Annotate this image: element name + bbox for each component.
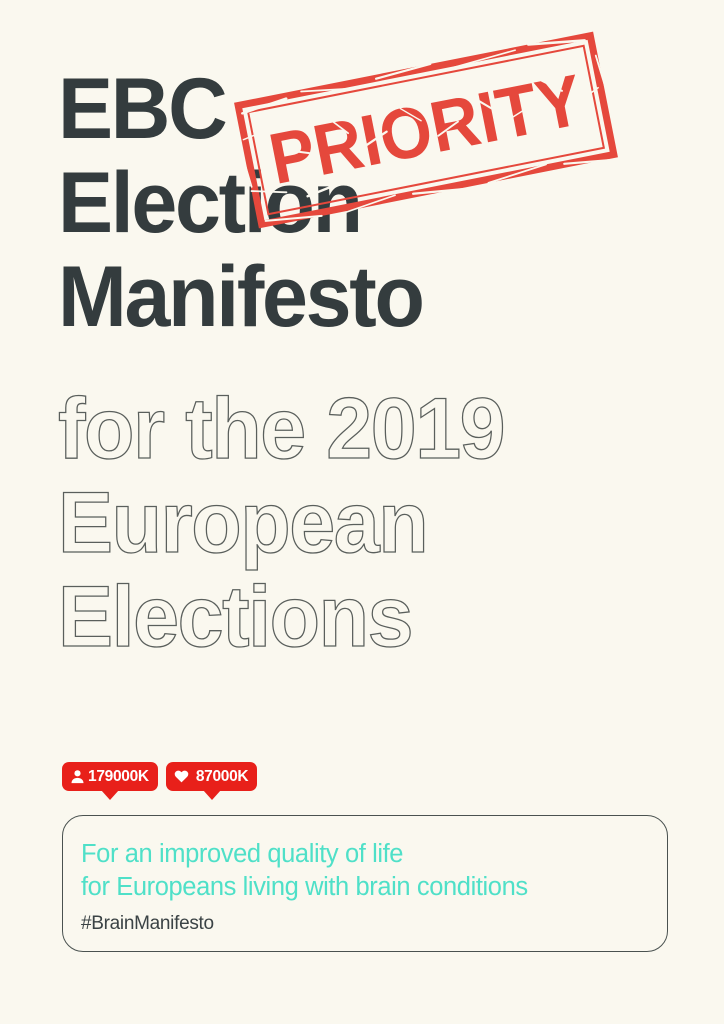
subtitle-line-european: European <box>57 475 429 571</box>
badge-tail <box>100 790 119 800</box>
title-line-ebc: EBC <box>58 61 228 157</box>
tagline-line-2: for Europeans living with brain conditio… <box>81 873 528 901</box>
badge-tail <box>202 790 221 800</box>
subtitle-outline: for the 2019 European Elections <box>57 381 718 665</box>
subtitle-line-elections: Elections <box>57 569 414 665</box>
heart-icon <box>173 768 190 785</box>
title-line-manifesto: Manifesto <box>58 249 425 345</box>
likes-count: 87000K <box>195 767 249 785</box>
social-badges: 179000K 87000K <box>62 762 258 800</box>
likes-badge[interactable]: 87000K <box>165 762 258 800</box>
subtitle-line-for-the-2019: for the 2019 <box>57 381 506 477</box>
tagline-line-1: For an improved quality of life <box>81 840 404 868</box>
followers-badge[interactable]: 179000K <box>62 762 158 800</box>
title-line-election: Election <box>58 155 363 251</box>
tagline-box: For an improved quality of life for Euro… <box>62 815 668 952</box>
main-title: EBC Election Manifesto <box>58 62 698 344</box>
person-icon <box>69 768 86 785</box>
followers-count: 179000K <box>88 767 149 785</box>
hashtag: #BrainManifesto <box>81 913 214 934</box>
